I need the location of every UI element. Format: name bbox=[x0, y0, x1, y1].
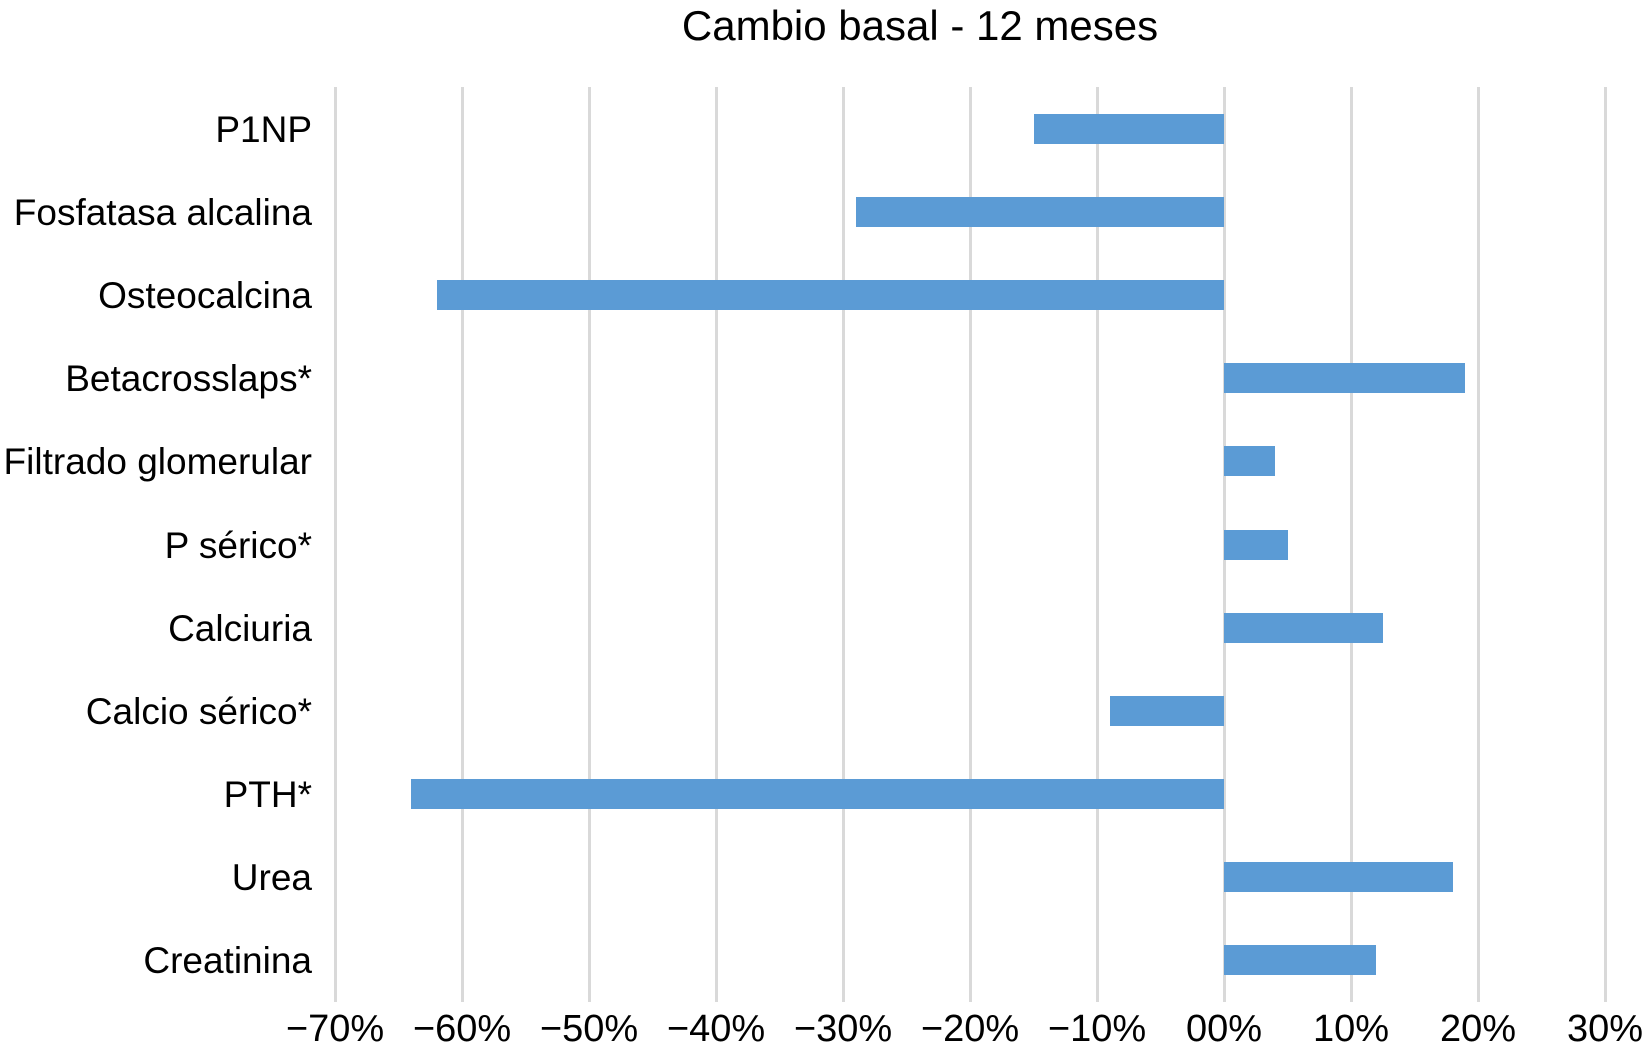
category-label: Osteocalcina bbox=[98, 274, 312, 316]
bar-fosfatasa-alcalina bbox=[855, 196, 1224, 227]
category-label: PTH* bbox=[223, 774, 312, 816]
category-label: Calcio sérico* bbox=[85, 690, 312, 732]
gridline bbox=[714, 87, 718, 1002]
x-tick-label: 20% bbox=[1439, 1008, 1517, 1050]
chart-title: Cambio basal - 12 meses bbox=[681, 2, 1159, 49]
gridline bbox=[1603, 87, 1607, 1002]
x-tick-label: −70% bbox=[285, 1008, 385, 1050]
x-tick-label: −10% bbox=[1047, 1008, 1147, 1050]
bar-creatinina bbox=[1224, 945, 1377, 976]
bar-calciuria bbox=[1224, 612, 1383, 643]
category-label: Creatinina bbox=[143, 940, 312, 982]
x-tick-label: −30% bbox=[793, 1008, 893, 1050]
x-tick-label: −20% bbox=[920, 1008, 1020, 1050]
gridline bbox=[1095, 87, 1099, 1002]
gridline bbox=[1476, 87, 1480, 1002]
gridline bbox=[333, 87, 337, 1002]
x-tick-label: 30% bbox=[1566, 1008, 1644, 1050]
category-label: P sérico* bbox=[164, 524, 312, 566]
category-label: P1NP bbox=[215, 108, 312, 150]
bar-p-s-rico bbox=[1224, 529, 1288, 560]
bar-p1np bbox=[1033, 113, 1224, 144]
x-tick-label: 10% bbox=[1312, 1008, 1390, 1050]
category-label: Urea bbox=[231, 857, 312, 899]
category-label: Calciuria bbox=[168, 607, 312, 649]
x-tick-label: −40% bbox=[666, 1008, 766, 1050]
bar-pth bbox=[411, 779, 1224, 810]
category-label: Betacrosslaps* bbox=[65, 358, 312, 400]
category-label: Filtrado glomerular bbox=[3, 441, 312, 483]
x-tick-label: −60% bbox=[412, 1008, 512, 1050]
gridline bbox=[460, 87, 464, 1002]
bar-urea bbox=[1224, 862, 1453, 893]
gridline bbox=[968, 87, 972, 1002]
gridline bbox=[841, 87, 845, 1002]
x-tick-label: 00% bbox=[1185, 1008, 1263, 1050]
bar-osteocalcina bbox=[436, 279, 1224, 310]
gridline bbox=[1349, 87, 1353, 1002]
plot-area bbox=[333, 87, 1607, 1002]
bar-betacrosslaps bbox=[1224, 363, 1466, 394]
gridline bbox=[587, 87, 591, 1002]
x-tick-label: −50% bbox=[539, 1008, 639, 1050]
bar-filtrado-glomerular bbox=[1224, 446, 1275, 477]
category-label: Fosfatasa alcalina bbox=[13, 191, 312, 233]
bar-calcio-s-rico bbox=[1109, 695, 1224, 726]
